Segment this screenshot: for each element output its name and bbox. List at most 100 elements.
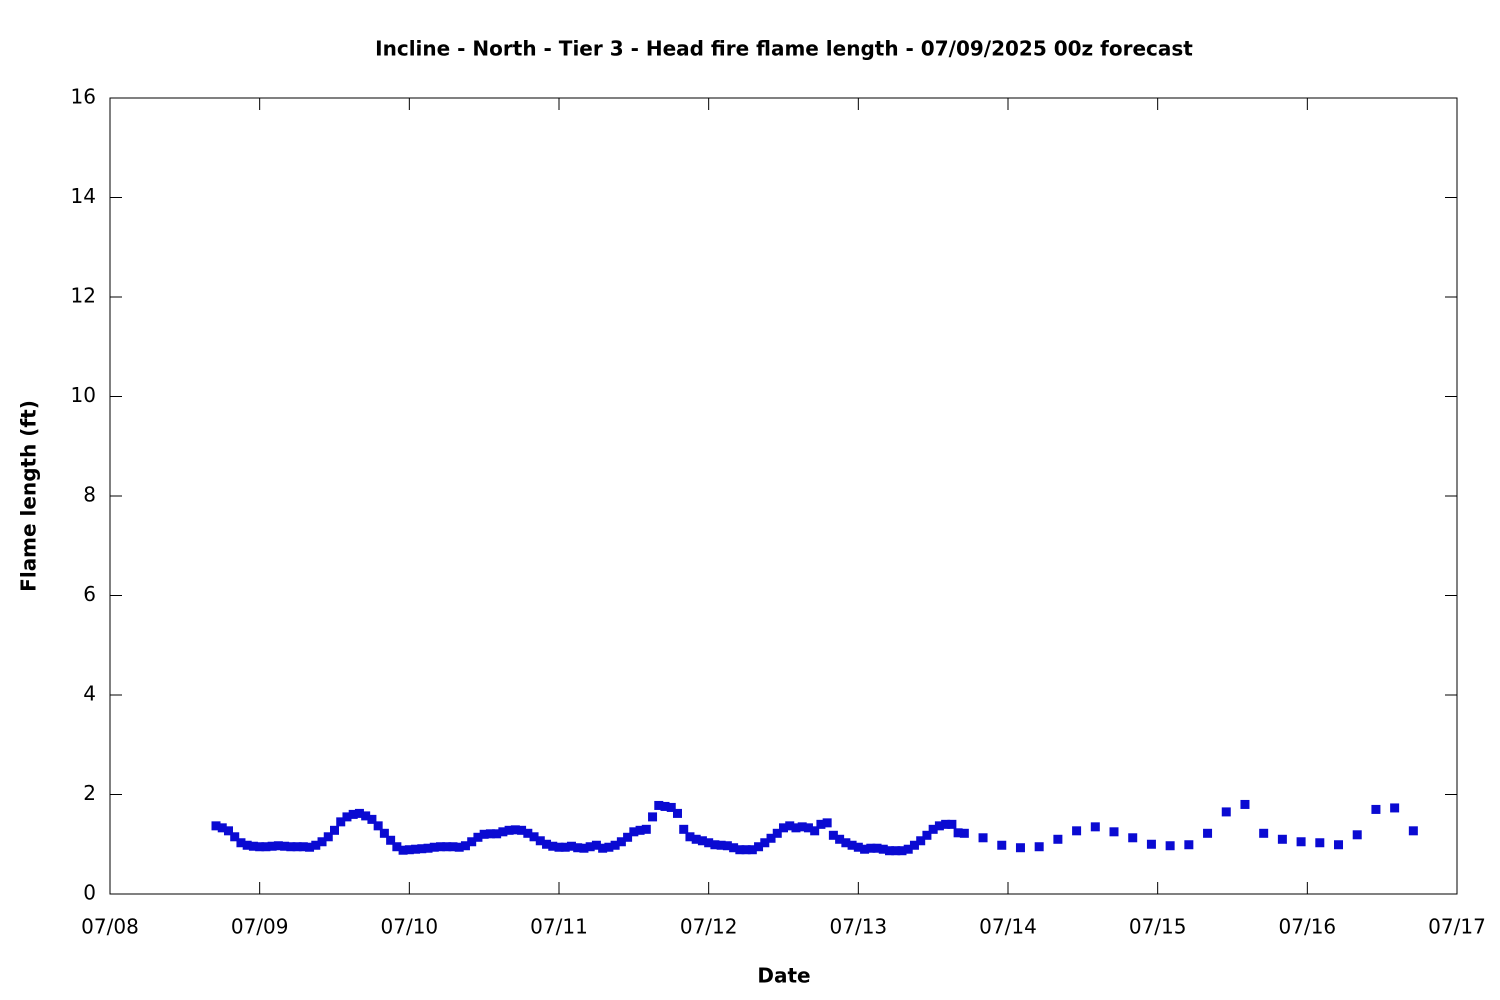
point — [610, 840, 620, 850]
point — [916, 836, 926, 846]
point — [741, 845, 751, 855]
point — [373, 821, 383, 831]
point — [392, 842, 402, 852]
y-tick-label: 10 — [71, 383, 96, 407]
point — [1072, 826, 1082, 836]
point — [223, 826, 233, 836]
point — [909, 840, 919, 850]
x-tick-label: 07/09 — [231, 915, 289, 939]
point — [311, 840, 321, 850]
point — [934, 821, 944, 831]
point — [1221, 807, 1231, 817]
point — [211, 821, 221, 831]
point — [997, 840, 1007, 850]
point — [398, 845, 408, 855]
x-axis-label: Date — [757, 964, 810, 988]
point — [1034, 842, 1044, 852]
point — [429, 842, 439, 852]
point — [822, 818, 832, 828]
x-tick-label: 07/11 — [530, 915, 588, 939]
point — [342, 812, 352, 822]
point — [1371, 804, 1381, 814]
point — [573, 843, 583, 853]
point — [878, 844, 888, 854]
point — [361, 811, 371, 821]
point — [492, 829, 502, 839]
point — [716, 840, 726, 850]
point — [454, 842, 464, 852]
point — [467, 837, 477, 847]
point — [947, 819, 957, 829]
point — [292, 842, 302, 852]
point — [860, 844, 870, 854]
point — [866, 843, 876, 853]
point — [598, 843, 608, 853]
point — [548, 841, 558, 851]
x-tick-label: 07/16 — [1279, 915, 1337, 939]
point — [529, 832, 539, 842]
x-tick-label: 07/15 — [1129, 915, 1187, 939]
y-tick-label: 2 — [83, 781, 96, 805]
point — [816, 819, 826, 829]
point — [922, 830, 932, 840]
point — [847, 840, 857, 850]
point — [1184, 840, 1194, 850]
point — [535, 836, 545, 846]
point — [566, 841, 576, 851]
x-tick-label: 07/14 — [979, 915, 1037, 939]
point — [691, 834, 701, 844]
point — [803, 823, 813, 833]
point — [248, 841, 258, 851]
point — [835, 834, 845, 844]
point — [897, 846, 907, 856]
x-tick-label: 07/08 — [81, 915, 139, 939]
point — [1408, 826, 1418, 836]
point — [654, 800, 664, 810]
point — [1240, 799, 1250, 809]
point — [336, 817, 346, 827]
y-axis-label: Flame length (ft) — [17, 400, 41, 592]
point — [672, 808, 682, 818]
point — [417, 844, 427, 854]
point — [298, 842, 308, 852]
point — [1146, 839, 1156, 849]
point — [510, 825, 520, 835]
point — [1053, 834, 1063, 844]
point — [236, 838, 246, 848]
point — [679, 824, 689, 834]
point — [517, 825, 527, 835]
point — [317, 837, 327, 847]
point — [959, 828, 969, 838]
point — [797, 822, 807, 832]
point — [841, 838, 851, 848]
point — [579, 843, 589, 853]
point — [485, 829, 495, 839]
point — [735, 845, 745, 855]
point — [479, 829, 489, 839]
point — [1259, 828, 1269, 838]
point — [604, 842, 614, 852]
point — [1390, 803, 1400, 813]
point — [330, 825, 339, 835]
point — [766, 833, 776, 843]
point — [542, 839, 552, 849]
point — [629, 827, 639, 837]
x-tick-label: 07/13 — [830, 915, 888, 939]
point — [623, 832, 633, 842]
point — [585, 842, 595, 852]
point — [853, 842, 863, 852]
point — [635, 825, 645, 835]
point — [448, 842, 458, 852]
point — [554, 842, 564, 852]
point — [460, 841, 470, 851]
y-tick-label: 4 — [83, 682, 96, 706]
point — [722, 841, 732, 851]
point — [305, 842, 315, 852]
point — [885, 846, 895, 856]
point — [891, 846, 901, 856]
point — [616, 837, 626, 847]
point — [217, 823, 227, 833]
point — [978, 833, 988, 843]
